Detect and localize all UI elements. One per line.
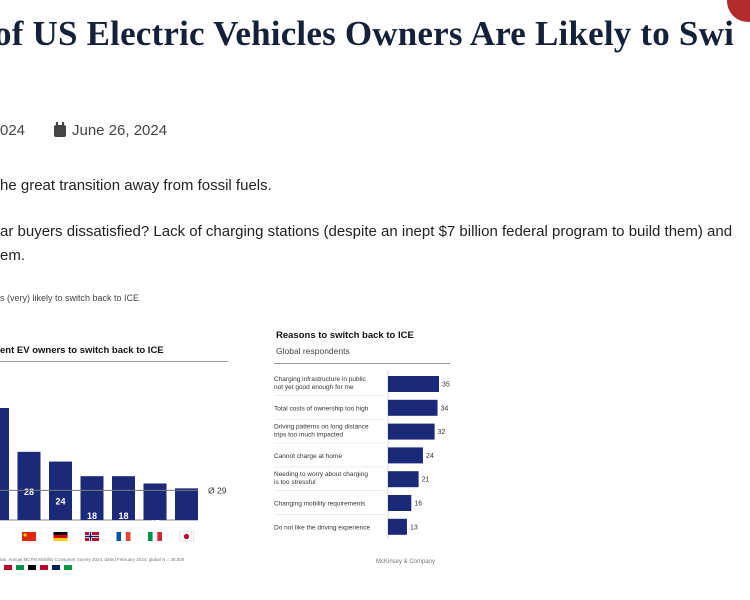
country-flag-icon (52, 565, 60, 570)
post-date: June 26, 2024 (54, 121, 168, 139)
bar-value-label: 16 (414, 501, 422, 508)
bar (175, 488, 198, 520)
country-flag-icon (22, 532, 36, 541)
category-label: Charging infrastructure in public (274, 376, 367, 383)
country-flag-icon (40, 565, 48, 570)
bar (17, 451, 41, 520)
bar (388, 423, 435, 440)
reasons-chart-subtitle: Global respondents (276, 346, 350, 356)
country-flag-icon (148, 531, 162, 542)
bar-value-label: 13 (410, 524, 418, 531)
reasons-chart-title: Reasons to switch back to ICE (276, 330, 414, 341)
category-label: Cannot charge at home (274, 453, 342, 460)
calendar-icon (54, 121, 66, 137)
country-flag-icon (28, 565, 36, 570)
bar-value-label: 24 (426, 453, 434, 460)
bar (388, 518, 407, 535)
bar-value-label: 18 (87, 511, 97, 521)
bar-value-label: 24 (55, 497, 65, 507)
credit: McKinsey & Company (376, 559, 436, 565)
country-chart-title: ent EV owners to switch back to ICE (0, 345, 164, 356)
bar (388, 376, 439, 392)
category-label: Changing mobility requirements (274, 501, 366, 508)
bar (388, 495, 412, 511)
bar-value-label: 28 (24, 487, 34, 497)
country-flag-icon (64, 565, 72, 570)
bar (388, 471, 419, 488)
bar (80, 476, 104, 520)
bar-value-label: 18 (118, 511, 128, 521)
category-label: Driving patterns on long distance (274, 424, 369, 431)
category-label: Do not like the driving experience (274, 524, 370, 531)
bar (388, 399, 438, 416)
article-paragraph: em. (0, 247, 26, 264)
post-date-fragment: 024 (0, 122, 26, 139)
category-label: not yet good enough for me (274, 384, 354, 391)
country-bar-chart: 28 24 18 18 15 13 Ø 29 (0, 408, 227, 542)
bar (143, 483, 167, 520)
category-label: Total costs of ownership too high (274, 405, 369, 412)
figure-caption: s (very) likely to switch back to ICE (0, 293, 140, 303)
bar-value-label: 32 (438, 429, 446, 436)
country-flag-icon (85, 532, 99, 541)
country-flag-icon (179, 531, 194, 542)
article-headline: of US Electric Vehicles Owners Are Likel… (0, 14, 735, 53)
bar-value-label: 15 (150, 518, 160, 528)
average-label: Ø 29 (208, 485, 227, 495)
country-flag-icon (16, 565, 24, 570)
category-label: is too stressful (274, 479, 316, 486)
bar (0, 408, 9, 520)
article-paragraph: ar buyers dissatisfied? Lack of charging… (0, 223, 733, 240)
bar (112, 476, 135, 520)
country-flag-icon (53, 532, 68, 541)
bar-value-label: 21 (422, 477, 430, 484)
article-paragraph: he great transition away from fossil fue… (0, 177, 272, 194)
divider (0, 361, 228, 362)
post-date-text: June 26, 2024 (72, 122, 168, 139)
bar (388, 447, 423, 464)
bar-value-label: 13 (181, 523, 191, 533)
article-figure: s (very) likely to switch back to ICE en… (0, 285, 750, 585)
bar-value-label: 34 (441, 405, 449, 412)
country-flag-icon (4, 565, 12, 570)
category-label: trips too much impacted (274, 432, 343, 439)
category-label: Needing to worry about charging (274, 471, 368, 478)
bar-value-label: 35 (442, 382, 450, 389)
source-text: tas, Annual MCFM Mobility Consumer Surve… (0, 557, 185, 562)
divider (274, 363, 450, 364)
country-flag-icon (116, 531, 131, 542)
source-note: tas, Annual MCFM Mobility Consumer Surve… (0, 557, 185, 570)
